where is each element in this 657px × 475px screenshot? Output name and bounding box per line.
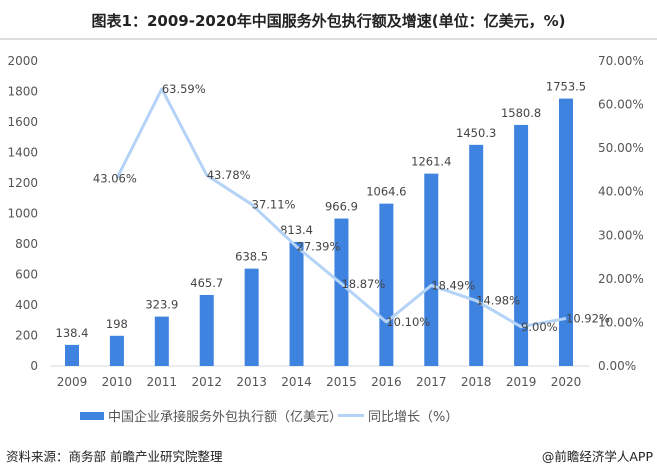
title-divider: [0, 38, 657, 40]
legend-swatch-line: [338, 414, 364, 417]
legend-label-bar: 中国企业承接服务外包执行额（亿美元）: [108, 410, 343, 425]
x-tick-label: 2018: [461, 375, 492, 389]
y-tick-label: 1600: [7, 115, 38, 129]
bar: [424, 173, 439, 366]
line-data-label: 14.98%: [476, 294, 520, 308]
x-tick-label: 2010: [102, 375, 133, 389]
bar-data-label: 323.9: [145, 298, 178, 312]
bar-data-label: 198: [106, 317, 128, 331]
brand-credit: @前瞻经济学人APP: [541, 449, 653, 464]
y-tick-label: 2000: [7, 54, 38, 68]
y-tick-label: 0: [30, 359, 38, 373]
line-data-label: 10.92%: [566, 311, 610, 325]
bar: [469, 144, 484, 366]
line-data-label: 18.49%: [431, 278, 475, 292]
line-data-label: 43.78%: [207, 168, 251, 182]
x-tick-label: 2017: [416, 375, 447, 389]
y2-tick-label: 10.00%: [598, 315, 644, 329]
y2-tick-label: 60.00%: [598, 98, 644, 112]
bar-data-label: 813.4: [280, 223, 313, 237]
line-data-label: 37.11%: [252, 197, 296, 211]
x-tick-label: 2020: [551, 375, 582, 389]
x-tick-label: 2011: [147, 375, 178, 389]
bar: [334, 218, 349, 366]
y-tick-label: 600: [15, 268, 38, 282]
y-tick-label: 1800: [7, 85, 38, 99]
bar-data-label: 1580.8: [501, 106, 541, 120]
bar: [199, 294, 214, 366]
bar-data-label: 1064.6: [366, 185, 406, 199]
y-tick-label: 400: [15, 298, 38, 312]
y2-tick-label: 20.00%: [598, 272, 644, 286]
x-tick-label: 2014: [281, 375, 312, 389]
bar: [514, 124, 529, 366]
y-tick-label: 800: [15, 237, 38, 251]
y2-tick-label: 70.00%: [598, 54, 644, 68]
growth-line: [115, 87, 567, 329]
chart-title: 图表1：2009-2020年中国服务外包执行额及增速(单位：亿美元，%): [91, 12, 566, 30]
bar-data-label: 966.9: [325, 200, 358, 214]
line-data-label: 63.59%: [162, 82, 206, 96]
bar: [289, 241, 304, 366]
x-tick-label: 2016: [371, 375, 402, 389]
legend-item-bar: 中国企业承接服务外包执行额（亿美元）: [80, 406, 342, 425]
bar-data-label: 1450.3: [456, 126, 496, 140]
y2-tick-label: 40.00%: [598, 185, 644, 199]
x-tick-label: 2012: [191, 375, 222, 389]
y-tick-label: 200: [15, 329, 38, 343]
bar: [154, 316, 169, 366]
source-note: 资料来源：商务部 前瞻产业研究院整理: [6, 449, 223, 464]
bar-data-label: 1753.5: [546, 80, 586, 94]
y-tick-label: 1200: [7, 176, 38, 190]
x-tick-label: 2015: [326, 375, 357, 389]
line-data-label: 43.06%: [93, 171, 137, 185]
bar-data-label: 138.4: [56, 326, 89, 340]
y2-tick-label: 30.00%: [598, 228, 644, 242]
line-data-label: 10.10%: [386, 315, 430, 329]
bar-data-label: 465.7: [190, 276, 223, 290]
x-tick-label: 2013: [236, 375, 267, 389]
y-tick-label: 1000: [7, 207, 38, 221]
line-data-label: 9.00%: [521, 320, 558, 334]
y2-tick-label: 50.00%: [598, 141, 644, 155]
legend-item-line: 同比增长（%）: [338, 406, 458, 425]
line-data-label: 27.39%: [297, 240, 341, 254]
bar: [65, 344, 79, 366]
bar: [379, 203, 394, 366]
bar: [109, 335, 124, 366]
line-data-label: 18.87%: [341, 277, 385, 291]
x-tick-label: 2019: [506, 375, 537, 389]
chart-plot: 0 200 400 600 800 1000 1200 1400 1600 1800 2000 0.0…: [7, 54, 644, 389]
bar: [559, 98, 573, 366]
y2-tick-label: 0.00%: [598, 359, 636, 373]
bar-data-label: 1261.4: [411, 155, 451, 169]
bar: [244, 268, 259, 366]
legend-label-line: 同比增长（%）: [368, 410, 459, 425]
y-tick-label: 1400: [7, 146, 38, 160]
legend-swatch-bar: [80, 411, 104, 420]
bar-data-label: 638.5: [235, 250, 268, 264]
x-tick-label: 2009: [57, 375, 88, 389]
